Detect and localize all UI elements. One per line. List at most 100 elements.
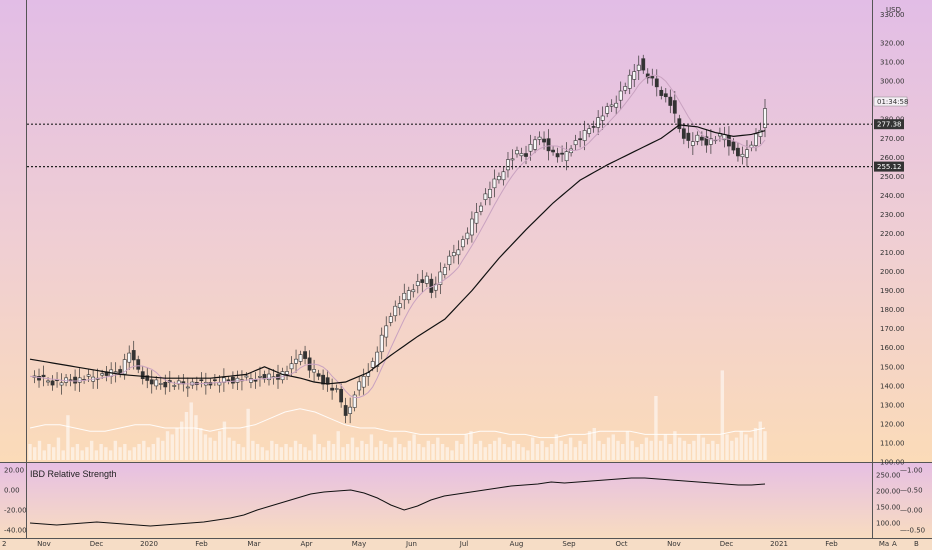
- time-tick-label: Feb: [825, 540, 838, 548]
- candle-body: [226, 379, 231, 382]
- candle-body: [321, 374, 325, 385]
- candle-body: [690, 141, 695, 146]
- candle-body: [460, 239, 465, 248]
- candle-body: [37, 376, 41, 381]
- candle-body: [199, 379, 204, 382]
- volume-bar: [568, 437, 573, 460]
- volume-bar: [545, 447, 549, 460]
- main-pane-background: [0, 0, 932, 462]
- volume-bar: [564, 444, 568, 460]
- volume-bar: [739, 431, 743, 460]
- volume-bar: [156, 437, 160, 460]
- volume-bar: [369, 434, 374, 460]
- volume-bar: [279, 447, 284, 460]
- candle-body: [352, 394, 357, 408]
- candle-body: [681, 128, 686, 139]
- volume-bar: [322, 447, 326, 460]
- price-tick-label: 180.00: [880, 306, 905, 314]
- candle-body: [528, 144, 533, 152]
- candle-body: [149, 379, 154, 385]
- candle-body: [397, 303, 402, 309]
- candle-body: [393, 305, 398, 317]
- candle-body: [708, 138, 713, 145]
- volume-bar: [493, 440, 497, 460]
- price-tick-label: 320.00: [880, 40, 905, 48]
- candle-body: [465, 232, 470, 240]
- rs-left-tick: -40.00: [4, 527, 27, 535]
- candle-body: [375, 351, 380, 367]
- time-tick-label: Dec: [90, 540, 104, 548]
- volume-bar: [379, 440, 383, 460]
- volume-bar: [236, 444, 241, 460]
- price-tick-label: 190.00: [880, 287, 905, 295]
- candle-body: [650, 76, 655, 79]
- time-tick-label: Apr: [300, 540, 312, 548]
- candle-body: [654, 78, 659, 88]
- volume-bar: [251, 440, 255, 460]
- volume-bar: [142, 440, 146, 460]
- volume-bar: [488, 444, 492, 460]
- volume-bar: [682, 440, 687, 460]
- candle-body: [131, 350, 136, 361]
- volume-bar: [706, 444, 710, 460]
- volume-bar: [436, 437, 440, 460]
- bottom-corner-label: A: [892, 540, 897, 548]
- volume-bar: [583, 444, 587, 460]
- volume-bar: [455, 440, 459, 460]
- candle-body: [59, 382, 64, 386]
- candle-body: [605, 106, 610, 114]
- candle-body: [551, 149, 555, 153]
- volume-bar: [668, 444, 672, 460]
- volume-bar: [270, 440, 274, 460]
- currency-label: USD: [886, 6, 901, 14]
- time-tick-label: Aug: [510, 540, 524, 548]
- volume-bar: [33, 447, 37, 460]
- candle-body: [506, 159, 510, 171]
- volume-bar: [194, 415, 198, 460]
- candle-body: [316, 373, 321, 377]
- price-tick-label: 240.00: [880, 192, 905, 200]
- volume-bar: [469, 431, 473, 460]
- candle-body: [163, 382, 168, 388]
- candle-body: [519, 153, 524, 157]
- price-tick-label: 270.00: [880, 135, 905, 143]
- candle-body: [497, 176, 501, 181]
- level-tag-label: 277.38: [877, 121, 902, 129]
- candle-body: [632, 71, 637, 80]
- candle-body: [127, 352, 132, 363]
- volume-bar: [170, 434, 174, 460]
- candle-body: [438, 271, 443, 285]
- candle-body: [596, 117, 601, 128]
- volume-bar: [127, 450, 132, 460]
- time-tick-label: Feb: [195, 540, 208, 548]
- volume-bar: [687, 444, 691, 460]
- time-tick-label: Nov: [37, 540, 51, 548]
- candle-body: [334, 388, 339, 390]
- volume-bar: [336, 431, 340, 460]
- volume-bar: [132, 447, 137, 460]
- candle-body: [388, 316, 393, 323]
- volume-bar: [673, 431, 677, 460]
- candle-body: [429, 278, 434, 293]
- candle-body: [208, 382, 213, 386]
- volume-bar: [474, 444, 478, 460]
- time-tick-label: Dec: [720, 540, 734, 548]
- time-tick-label: Oct: [615, 540, 627, 548]
- volume-bar: [284, 444, 288, 460]
- time-axis[interactable]: Nov Dec 2020 Feb Mar Apr May Jun Jul Aug Sep Oct Nov…: [2, 540, 919, 548]
- horizontal-levels[interactable]: 277.38 255.12: [27, 119, 904, 172]
- volume-bar: [274, 444, 279, 460]
- time-axis-background: [0, 538, 932, 550]
- volume-bar: [426, 440, 431, 460]
- volume-bar: [265, 450, 269, 460]
- price-tick-label: 150.00: [880, 363, 905, 371]
- candle-body: [406, 290, 411, 301]
- candle-body: [442, 267, 447, 275]
- price-candles: [32, 54, 767, 424]
- candle-body: [501, 171, 506, 181]
- volume-bar: [213, 440, 217, 460]
- candle-body: [695, 134, 700, 142]
- candle-body: [456, 249, 461, 256]
- volume-bar: [720, 370, 725, 460]
